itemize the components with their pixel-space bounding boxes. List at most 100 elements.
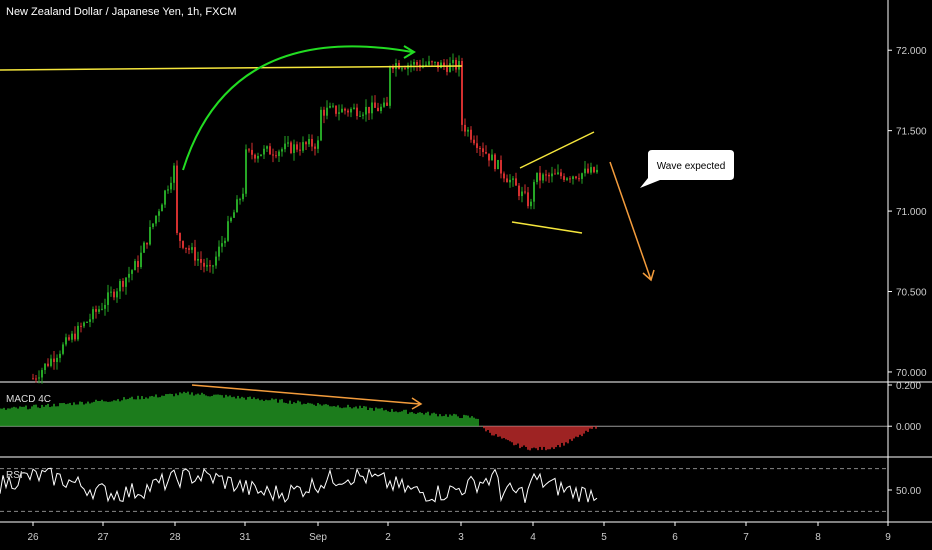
candle-body xyxy=(215,256,217,266)
candle-body xyxy=(455,59,457,70)
candle-body xyxy=(227,221,229,241)
candle-body xyxy=(149,227,151,245)
candle-body xyxy=(173,165,175,183)
candle-body xyxy=(560,172,562,177)
candle-body xyxy=(284,143,286,150)
candle-body xyxy=(479,147,481,149)
macd-divergence-arrowhead xyxy=(411,397,423,410)
candle-body xyxy=(443,62,445,66)
candle-body xyxy=(62,344,64,354)
candle-body xyxy=(467,129,469,132)
candle-body xyxy=(446,65,448,72)
candle-body xyxy=(254,154,256,159)
candle-body xyxy=(38,377,40,379)
candle-body xyxy=(185,247,187,249)
candle-body xyxy=(500,160,502,174)
candle-body xyxy=(134,261,136,271)
candle-body xyxy=(44,363,46,371)
resistance-line xyxy=(0,65,463,71)
callout-text: Wave expected xyxy=(657,161,726,172)
candle-body xyxy=(593,167,595,173)
macd-tick-label: 0.200 xyxy=(896,381,921,392)
candle-body xyxy=(389,66,391,106)
candle-body xyxy=(248,149,250,151)
time-tick-label: 9 xyxy=(885,532,891,543)
candle-body xyxy=(368,106,370,114)
candle-body xyxy=(536,172,538,183)
candle-body xyxy=(581,173,583,179)
time-tick-label: Sep xyxy=(309,532,327,543)
candle-body xyxy=(533,182,535,202)
candle-body xyxy=(413,62,415,65)
candle-body xyxy=(281,149,283,152)
candle-body xyxy=(575,176,577,179)
candle-body xyxy=(524,191,526,193)
candle-body xyxy=(386,102,388,106)
candle-body xyxy=(437,61,439,69)
candle-body xyxy=(515,178,517,186)
candle-body xyxy=(140,252,142,268)
candle-body xyxy=(503,173,505,179)
time-tick-label: 4 xyxy=(530,532,536,543)
candle-body xyxy=(293,144,295,154)
candle-body xyxy=(242,193,244,200)
candle-body xyxy=(332,105,334,107)
price-tick-label: 70.000 xyxy=(896,368,927,379)
candle-body xyxy=(416,62,418,65)
candle-body xyxy=(356,107,358,116)
channel-top-line xyxy=(519,131,595,169)
candle-body xyxy=(452,59,454,64)
candle-body xyxy=(302,142,304,151)
candle-body xyxy=(41,370,43,378)
candle-body xyxy=(155,215,157,224)
candle-body xyxy=(263,148,265,155)
candle-body xyxy=(362,114,364,116)
candle-body xyxy=(584,168,586,174)
macd-tick-label: 0.000 xyxy=(896,422,921,433)
candle-body xyxy=(299,149,301,151)
candle-body xyxy=(233,212,235,218)
candle-body xyxy=(431,61,433,63)
candle-body xyxy=(578,178,580,180)
arrowhead xyxy=(403,45,416,59)
candle-body xyxy=(557,172,559,175)
candle-body xyxy=(278,151,280,157)
forecast-arrow xyxy=(609,161,652,281)
time-tick-label: 2 xyxy=(385,532,391,543)
candle-body xyxy=(86,321,88,323)
candle-body xyxy=(518,185,520,197)
candle-body xyxy=(194,247,196,261)
candle-body xyxy=(203,262,205,267)
time-tick-label: 3 xyxy=(458,532,464,543)
candle-body xyxy=(317,140,319,149)
candle-body xyxy=(329,106,331,108)
candle-body xyxy=(572,176,574,180)
candle-body xyxy=(239,199,241,201)
candle-body xyxy=(77,325,79,340)
candle-body xyxy=(530,201,532,207)
candle-body xyxy=(485,152,487,154)
candle-body xyxy=(125,277,127,287)
candle-body xyxy=(545,174,547,176)
candle-body xyxy=(539,172,541,181)
candle-body xyxy=(347,110,349,113)
rsi-line xyxy=(0,467,598,503)
candle-body xyxy=(551,173,553,177)
candle-body xyxy=(509,179,511,183)
candle-body xyxy=(74,333,76,340)
candle-body xyxy=(182,240,184,248)
candle-body xyxy=(323,109,325,116)
candle-body xyxy=(470,129,472,140)
candle-body xyxy=(497,160,499,170)
time-tick-label: 27 xyxy=(97,532,109,543)
candle-body xyxy=(122,281,124,287)
candle-body xyxy=(197,258,199,261)
candle-body xyxy=(287,142,289,144)
candle-body xyxy=(260,154,262,156)
candle-body xyxy=(587,168,589,173)
price-tick-label: 70.500 xyxy=(896,288,927,299)
candle-body xyxy=(101,308,103,310)
candle-body xyxy=(350,108,352,113)
candle-body xyxy=(131,270,133,274)
